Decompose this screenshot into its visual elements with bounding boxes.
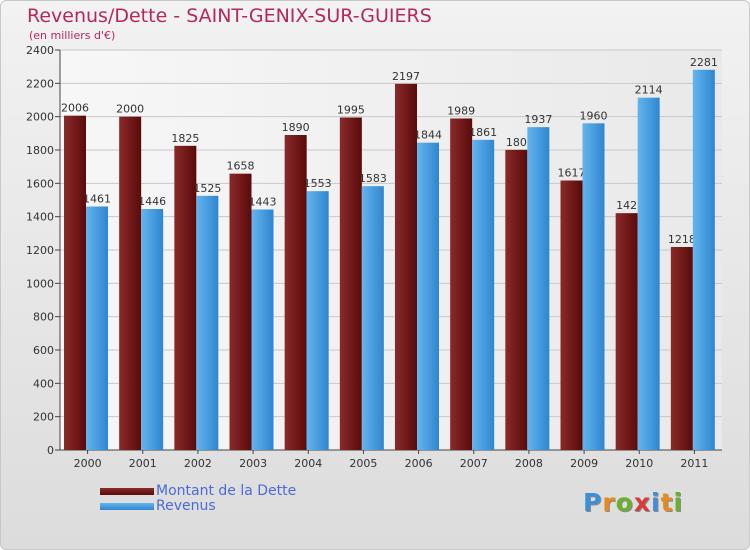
x-tick-label: 2006: [405, 457, 433, 470]
bar-dette: [64, 115, 86, 451]
logo-letter: x: [633, 488, 651, 517]
legend-swatch-revenus: [100, 503, 154, 510]
legend-label-dette: Montant de la Dette: [156, 483, 297, 499]
bar-revenus: [472, 139, 495, 451]
legend-label-revenus: Revenus: [156, 498, 216, 514]
data-label-dette: 180: [506, 136, 527, 149]
x-tick-label: 2007: [460, 457, 488, 470]
x-tick-label: 2004: [294, 457, 322, 470]
logo-letter: i: [673, 488, 684, 517]
y-tick-label: 1200: [26, 244, 54, 257]
y-tick-label: 2200: [26, 77, 54, 90]
bar-dette: [670, 247, 693, 450]
bar-dette: [119, 116, 142, 451]
bar-revenus: [527, 127, 550, 451]
data-label-dette: 1218: [668, 233, 696, 246]
bar-dette: [450, 118, 473, 450]
bar-dette: [560, 180, 583, 450]
data-label-dette: 2006: [61, 102, 89, 115]
data-label-revenus: 1583: [359, 172, 387, 185]
bar-revenus: [86, 206, 108, 450]
data-label-dette: 142: [616, 199, 637, 212]
x-tick-label: 2000: [74, 457, 102, 470]
x-tick-label: 2009: [570, 457, 598, 470]
data-label-revenus: 1443: [249, 196, 277, 209]
data-label-revenus: 1844: [414, 129, 442, 142]
y-tick-label: 2400: [26, 44, 54, 57]
bar-dette: [174, 145, 197, 451]
bar-revenus: [196, 195, 219, 450]
logo-letter: t: [660, 488, 674, 517]
y-tick-label: 1600: [26, 177, 54, 190]
bar-dette: [505, 149, 528, 451]
bar-dette: [284, 135, 307, 450]
y-tick-label: 800: [33, 311, 54, 324]
data-label-revenus: 1525: [193, 182, 221, 195]
legend-swatch-dette: [100, 488, 154, 495]
data-label-revenus: 1446: [138, 195, 166, 208]
data-label-dette: 1890: [282, 121, 310, 134]
x-tick-label: 2003: [239, 457, 267, 470]
data-label-dette: 1995: [337, 104, 365, 117]
proxiti-logo: Proxiti: [583, 488, 683, 517]
bar-revenus: [417, 142, 439, 450]
x-tick-label: 2002: [184, 457, 212, 470]
bar-revenus: [306, 191, 329, 450]
data-label-dette: 1658: [227, 160, 255, 173]
bar-revenus: [361, 186, 384, 450]
data-label-dette: 1617: [558, 167, 586, 180]
bar-revenus: [582, 123, 605, 450]
data-label-dette: 2000: [116, 103, 144, 116]
data-label-revenus: 1461: [83, 193, 111, 206]
chart-subtitle: (en milliers d'€): [29, 29, 116, 42]
bar-revenus: [251, 209, 274, 450]
data-label-revenus: 2114: [635, 84, 663, 97]
data-label-revenus: 1553: [304, 177, 332, 190]
logo-letter: r: [602, 488, 616, 517]
data-label-revenus: 1960: [580, 109, 608, 122]
data-label-dette: 2197: [392, 70, 420, 83]
logo-letter: i: [651, 488, 661, 517]
bar-revenus: [692, 69, 715, 450]
bar-revenus: [141, 209, 164, 450]
y-tick-label: 1800: [26, 144, 54, 157]
bar-dette: [395, 83, 417, 450]
chart-title: Revenus/Dette - SAINT-GENIX-SUR-GUIERS: [27, 5, 432, 27]
x-tick-label: 2005: [349, 457, 377, 470]
y-tick-label: 400: [33, 377, 54, 390]
x-tick-label: 2010: [625, 457, 653, 470]
logo-letter: o: [615, 488, 634, 517]
x-tick-label: 2001: [129, 457, 157, 470]
data-label-revenus: 2281: [690, 56, 718, 69]
data-label-revenus: 1937: [524, 113, 552, 126]
y-tick-label: 600: [33, 344, 54, 357]
data-label-revenus: 1861: [469, 126, 497, 139]
y-tick-label: 200: [33, 411, 54, 424]
x-tick-label: 2008: [515, 457, 543, 470]
bar-revenus: [637, 97, 660, 451]
x-tick-label: 2011: [680, 457, 708, 470]
y-tick-label: 2000: [26, 111, 54, 124]
data-label-dette: 1825: [171, 132, 199, 145]
logo-letter: P: [583, 488, 603, 517]
bar-dette: [339, 117, 362, 450]
bar-dette: [229, 173, 252, 450]
y-tick-label: 1400: [26, 211, 54, 224]
y-tick-label: 0: [47, 444, 54, 457]
y-tick-label: 1000: [26, 277, 54, 290]
data-label-dette: 1989: [447, 105, 475, 118]
bar-dette: [615, 213, 638, 450]
